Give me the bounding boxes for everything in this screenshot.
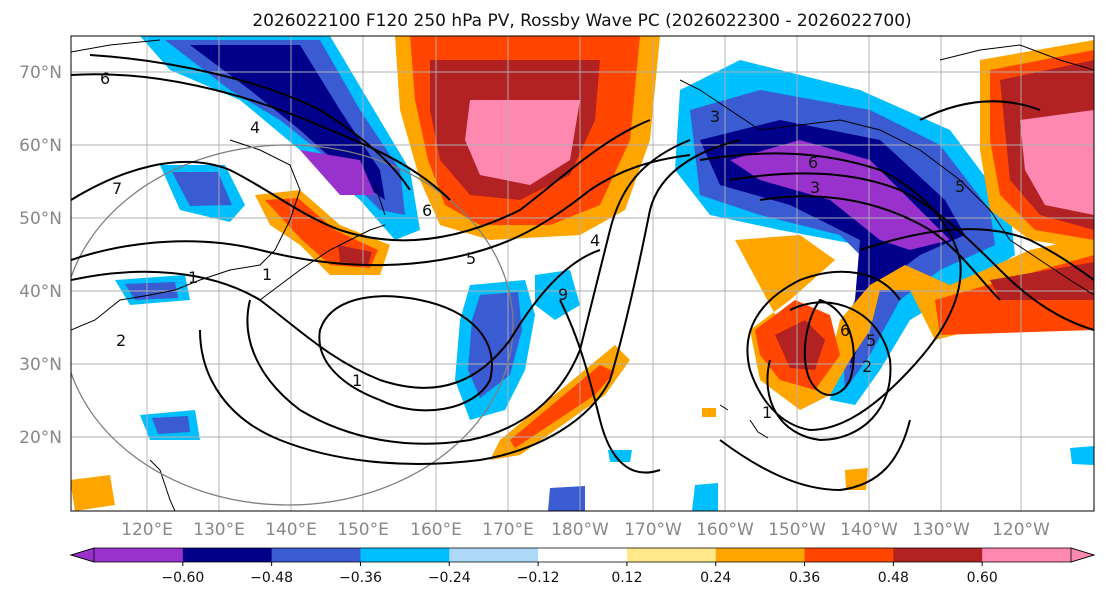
map-frame bbox=[70, 35, 1095, 512]
map-title: 2026022100 F120 250 hPa PV, Rossby Wave … bbox=[252, 11, 911, 31]
lat-label: 50°N bbox=[19, 209, 62, 229]
lat-label: 70°N bbox=[19, 63, 62, 83]
contour-label: 1 bbox=[188, 268, 198, 287]
colorbar-bin bbox=[538, 548, 628, 562]
colorbar-bin bbox=[893, 548, 983, 562]
contour-label: 5 bbox=[866, 331, 876, 350]
lon-label: 170°W bbox=[624, 520, 682, 540]
range-circle bbox=[71, 144, 514, 506]
colorbar-bin bbox=[360, 548, 450, 562]
pv-contours bbox=[71, 54, 1094, 492]
colorbar-extend-low bbox=[71, 548, 94, 562]
lon-label: 160°E bbox=[410, 520, 462, 540]
colorbar-tick-label: 0.36 bbox=[789, 570, 820, 586]
lon-label: 150°W bbox=[768, 520, 826, 540]
contour-label: 3 bbox=[710, 107, 720, 126]
lon-label: 130°W bbox=[912, 520, 970, 540]
lon-label: 140°E bbox=[265, 520, 317, 540]
contour-label: 1 bbox=[762, 403, 772, 422]
map-panel[interactable]: 6 4 7 6 5 4 3 1 2 1 9 1 6 3 5 6 5 2 1 bbox=[63, 36, 1094, 511]
colorbar-tick-label: −0.60 bbox=[161, 570, 204, 586]
lon-label: 160°W bbox=[696, 520, 754, 540]
pv-anomaly-shading bbox=[71, 36, 1094, 511]
colorbar-bin bbox=[804, 548, 894, 562]
contour-label: 5 bbox=[955, 177, 965, 196]
colorbar-bin bbox=[182, 548, 273, 562]
colorbar-bin bbox=[449, 548, 539, 562]
colorbar: −0.60 −0.48 −0.36 −0.24 −0.12 0.12 0.24 0.36 0.4… bbox=[69, 547, 1096, 586]
contour-label: 5 bbox=[466, 249, 476, 268]
contour-labels: 6 4 7 6 5 4 3 1 2 1 9 1 6 3 5 6 5 2 1 bbox=[100, 69, 965, 422]
lat-label: 60°N bbox=[19, 136, 62, 156]
contour-label: 2 bbox=[116, 331, 126, 350]
contour-label: 4 bbox=[590, 231, 600, 250]
lon-label: 170°E bbox=[482, 520, 534, 540]
colorbar-bin bbox=[715, 548, 806, 562]
colorbar-bin bbox=[626, 548, 717, 562]
colorbar-bin bbox=[271, 548, 361, 562]
colorbar-bin bbox=[94, 548, 184, 562]
lon-label: 140°W bbox=[840, 520, 898, 540]
longitude-labels: 120°E 130°E 140°E 150°E 160°E 170°E 180°… bbox=[121, 520, 1050, 540]
contour-label: 7 bbox=[112, 179, 122, 198]
contour-label: 6 bbox=[840, 321, 850, 340]
lon-label: 180°W bbox=[551, 520, 609, 540]
lon-label: 120°E bbox=[121, 520, 173, 540]
coastlines bbox=[71, 39, 1094, 511]
contour-label: 4 bbox=[250, 118, 260, 137]
contour-label: 2 bbox=[862, 357, 872, 376]
lon-label: 120°W bbox=[992, 520, 1050, 540]
contour-label: 1 bbox=[262, 265, 272, 284]
contour-label: 6 bbox=[422, 201, 432, 220]
contour-label: 6 bbox=[100, 69, 110, 88]
colorbar-tick-label: −0.48 bbox=[250, 570, 293, 586]
colorbar-bin bbox=[982, 548, 1072, 562]
contour-label: 6 bbox=[808, 153, 818, 172]
contour-label: 1 bbox=[352, 371, 362, 390]
contour-label: 3 bbox=[810, 178, 820, 197]
lat-label: 20°N bbox=[19, 428, 62, 448]
latitude-labels: 70°N 60°N 50°N 40°N 30°N 20°N bbox=[19, 63, 62, 448]
contour-label: 9 bbox=[558, 285, 568, 304]
colorbar-tick-label: −0.24 bbox=[428, 570, 471, 586]
colorbar-tick-label: 0.12 bbox=[611, 570, 642, 586]
colorbar-tick-label: 0.48 bbox=[878, 570, 909, 586]
lat-label: 30°N bbox=[19, 355, 62, 375]
colorbar-tick-label: −0.36 bbox=[339, 570, 382, 586]
graticule bbox=[71, 36, 1094, 511]
colorbar-tick-label: 0.24 bbox=[700, 570, 731, 586]
lat-label: 40°N bbox=[19, 282, 62, 302]
colorbar-tick-label: −0.12 bbox=[517, 570, 560, 586]
lon-label: 130°E bbox=[193, 520, 245, 540]
colorbar-extend-high bbox=[1071, 548, 1094, 562]
colorbar-tick-label: 0.60 bbox=[967, 570, 998, 586]
lon-label: 150°E bbox=[337, 520, 389, 540]
